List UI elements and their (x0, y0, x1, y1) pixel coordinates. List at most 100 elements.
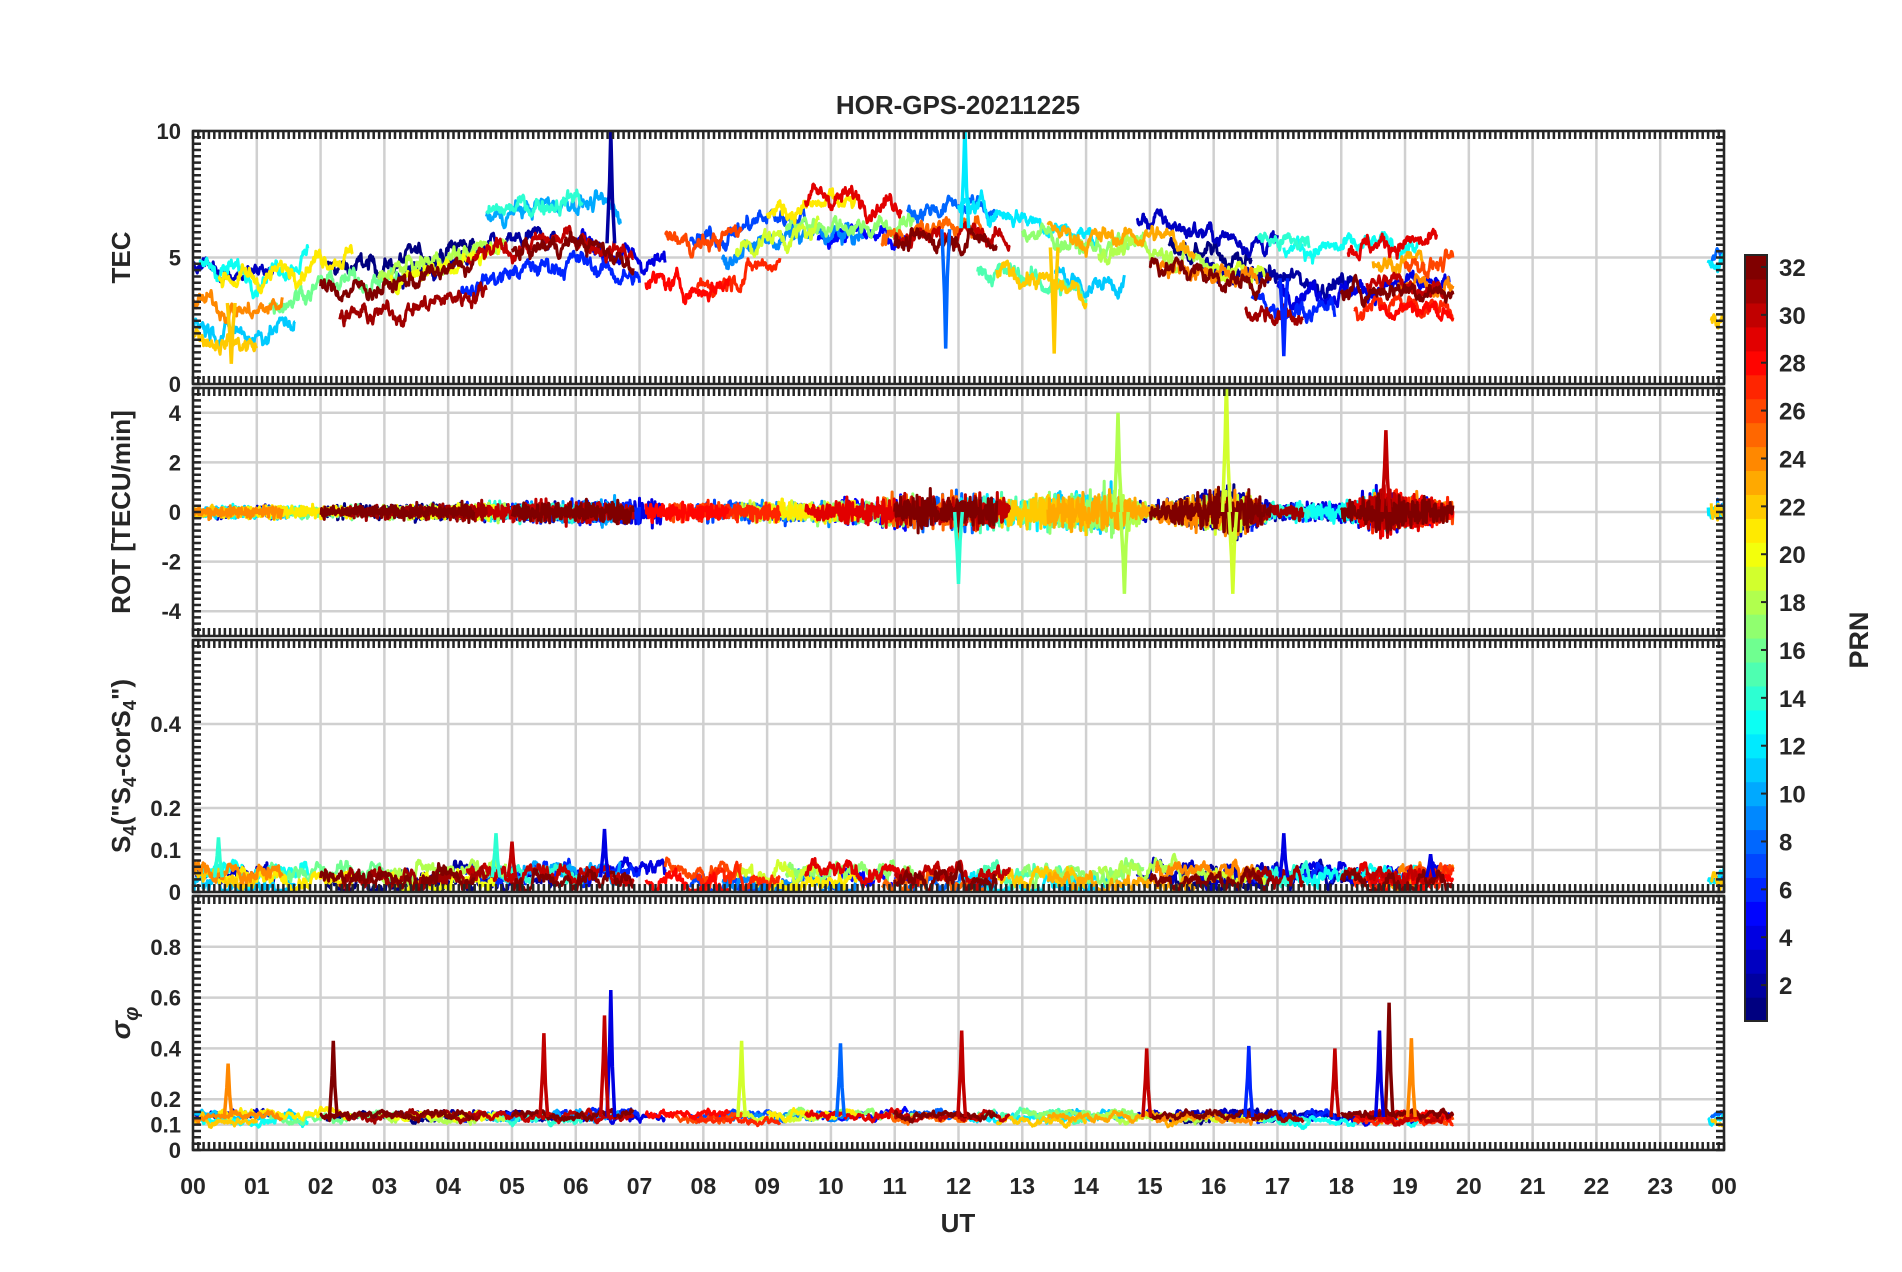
colorbar-swatch-prn-25 (1745, 422, 1767, 448)
spike-prn-14 (952, 511, 965, 584)
trace-prn-29 (1346, 227, 1439, 262)
y-axis-label: ROT [TECU/min] (106, 410, 136, 614)
trace-prn-24 (1154, 1111, 1260, 1126)
trace-prn-28 (644, 1107, 731, 1121)
spike-prn-24 (222, 1063, 234, 1118)
x-axis-label: UT (941, 1208, 976, 1238)
colorbar-tick-label: 18 (1779, 590, 1806, 617)
x-tick-label: 21 (1520, 1173, 1546, 1199)
trace-prn-22 (995, 259, 1088, 310)
spike-prn-32 (327, 1040, 339, 1118)
trace-prn-6 (459, 249, 641, 300)
trace-prn-32 (1148, 866, 1273, 892)
y-tick-label: 0 (169, 500, 181, 525)
y-minor-ticks (193, 129, 1724, 386)
colorbar-swatch-prn-10 (1745, 781, 1767, 807)
colorbar-swatch-prn-12 (1745, 733, 1767, 759)
x-minor-ticks (191, 388, 1726, 636)
trace-prn-22 (193, 1111, 259, 1129)
spike-prn-30 (956, 1030, 968, 1118)
trace-prn-2 (1199, 256, 1356, 303)
colorbar-tick-label: 28 (1779, 351, 1806, 378)
panel-tec: 0 5 10 TEC (106, 119, 1726, 397)
trace-prn-32 (510, 230, 635, 276)
trace-prn-22 (193, 326, 259, 356)
y-tick-label: 0 (169, 1138, 181, 1163)
panel-sigma: 00.10.2 0.4 0.6 0.8 σφ (105, 894, 1726, 1163)
spike-prn-14 (490, 833, 502, 878)
spike-prn-30 (1380, 430, 1392, 513)
colorbar-swatch-prn-20 (1745, 542, 1767, 567)
colorbar-tick-label: 22 (1779, 494, 1806, 521)
x-tick-label: 09 (754, 1173, 780, 1199)
colorbar-tick-label: 6 (1779, 877, 1792, 904)
spike-prn-30 (506, 841, 518, 878)
spike-prn-22 (1048, 247, 1060, 354)
spike-prn-4 (1278, 833, 1290, 878)
x-tick-label: 13 (1009, 1173, 1035, 1199)
colorbar-tick-label: 10 (1779, 782, 1806, 809)
trace-prn-21 (217, 244, 354, 295)
y-tick-label: 2 (169, 450, 181, 475)
spike-prn-19 (736, 1040, 748, 1118)
y-tick-label: 0.4 (150, 712, 181, 737)
colorbar-swatch-prn-14 (1745, 685, 1767, 711)
trace-prn-28 (1378, 300, 1455, 322)
trace-prn-32 (893, 487, 999, 535)
colorbar-tick-label: 32 (1779, 255, 1806, 282)
x-tick-label: 17 (1265, 1173, 1291, 1199)
colorbar-swatch-prn-17 (1745, 614, 1767, 639)
trace-prn-32 (1339, 867, 1454, 892)
colorbar-tick-label: 14 (1779, 686, 1806, 713)
colorbar-swatch-prn-30 (1745, 302, 1767, 328)
panel-data-s4 (193, 828, 1724, 892)
trace-prn-32 (1339, 1107, 1455, 1121)
y-tick-label: 0.6 (150, 986, 181, 1011)
spike-prn-32 (1383, 1002, 1395, 1118)
colorbar-tick-label: 12 (1779, 734, 1806, 761)
y-tick-label: 0.1 (150, 838, 181, 863)
y-tick-label: 0 (169, 372, 181, 397)
x-tick-label: 00 (180, 1173, 206, 1199)
colorbar-swatch-prn-8 (1745, 829, 1767, 855)
x-tick-label: 10 (818, 1173, 844, 1199)
colorbar-swatch-prn-22 (1745, 494, 1767, 519)
x-tick-label: 12 (946, 1173, 972, 1199)
trace-prn-19 (734, 859, 820, 888)
y-tick-label: 0.2 (150, 1087, 181, 1112)
colorbar-swatch-prn-28 (1745, 350, 1767, 376)
y-tick-label: 0.4 (150, 1036, 181, 1061)
trace-prn-14 (485, 188, 584, 218)
colorbar-swatch-prn-3 (1745, 949, 1767, 974)
colorbar-label: PRN (1844, 611, 1874, 668)
trace-prn-16 (268, 1109, 399, 1126)
spike-prn-18 (1112, 412, 1124, 513)
colorbar-frame (1744, 254, 1768, 1022)
x-tick-label: 15 (1137, 1173, 1163, 1199)
trace-prn-14 (1256, 231, 1311, 252)
panel-s4: 0 0.1 0.2 0.4 S4 ("S4 -corS4 ") (106, 638, 1726, 905)
trace-prn-27 (695, 860, 781, 892)
spike-prn-2 (605, 131, 617, 244)
trace-prn-23 (1046, 1109, 1196, 1129)
x-tick-label: 18 (1328, 1173, 1354, 1199)
panel-data-sigma (193, 989, 1724, 1131)
trace-prn-27 (695, 498, 782, 524)
trace-prn-22 (1709, 502, 1724, 522)
trace-prn-32 (893, 1109, 999, 1124)
spike-prn-18 (1118, 511, 1130, 594)
y-tick-label: -2 (161, 550, 181, 575)
colorbar-swatch-prn-19 (1745, 566, 1767, 591)
panel-data-rot (193, 388, 1724, 594)
spike-prn-30 (598, 1015, 611, 1118)
colorbar-swatch-prn-6 (1745, 877, 1767, 902)
colorbar-swatch-prn-7 (1745, 853, 1767, 878)
trace-prn-5 (816, 223, 909, 251)
y-tick-label: 10 (157, 119, 181, 144)
y-tick-label: 0.8 (150, 935, 181, 960)
colorbar-swatch-prn-31 (1745, 278, 1767, 304)
colorbar-swatch-prn-27 (1745, 374, 1767, 400)
x-tick-label: 03 (372, 1173, 398, 1199)
trace-prn-29 (804, 1107, 903, 1124)
trace-prn-29 (804, 495, 903, 529)
